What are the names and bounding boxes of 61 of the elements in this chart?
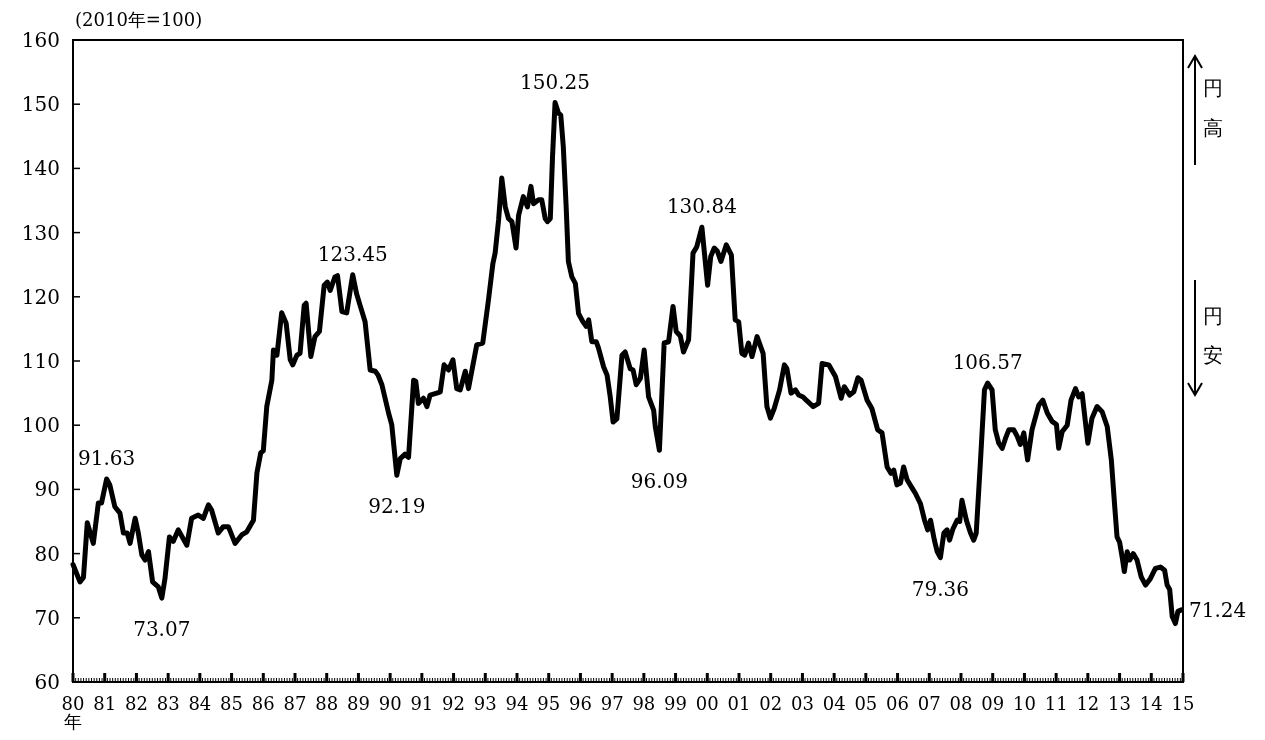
x-tick-label: 83: [156, 693, 180, 714]
x-tick-label: 14: [1139, 693, 1163, 714]
y-tick-label: 80: [34, 541, 60, 566]
x-tick-label: 11: [1044, 693, 1068, 714]
annotation: 130.84: [666, 194, 737, 219]
annotation: 91.63: [77, 445, 136, 470]
x-tick-label: 13: [1108, 693, 1132, 714]
y-tick-label: 70: [34, 605, 60, 630]
y-tick-label: 130: [21, 220, 60, 245]
x-tick-label: 88: [315, 693, 339, 714]
x-tick-label: 93: [473, 693, 497, 714]
x-tick-label: 95: [537, 693, 561, 714]
annotation: 73.07: [133, 617, 191, 642]
x-tick-label: 97: [600, 693, 624, 714]
annotation: 71.24: [1189, 597, 1247, 622]
text: 円高: [1201, 64, 1225, 138]
x-tick-label: 96: [568, 693, 592, 714]
x-tick-label: 85: [220, 693, 244, 714]
y-tick-label: 150: [21, 92, 60, 117]
x-tick-label: 15: [1171, 693, 1195, 714]
y-tick-label: 140: [21, 156, 60, 181]
x-tick-label: 86: [251, 693, 275, 714]
x-tick-label: 89: [346, 693, 370, 714]
x-tick-label: 90: [378, 693, 402, 714]
y-tick-label: 120: [21, 284, 60, 309]
x-tick-label: 03: [790, 693, 814, 714]
annotation: 123.45: [317, 241, 388, 266]
text: 円安: [1201, 292, 1225, 365]
x-tick-label: 10: [1012, 693, 1036, 714]
annotation: 92.19: [368, 494, 426, 519]
y-tick-label: 60: [34, 670, 60, 694]
x-tick-label: 92: [442, 693, 466, 714]
x-tick-label: 09: [981, 693, 1005, 714]
x-tick-label: 00: [695, 693, 719, 714]
x-tick-label: 12: [1076, 693, 1100, 714]
x-tick-label: 06: [886, 693, 910, 714]
x-tick-label: 01: [727, 693, 751, 714]
x-tick-label: 08: [949, 693, 973, 714]
x-tick-label: 80: [61, 693, 85, 714]
y-tick-label: 90: [34, 477, 60, 502]
x-tick-label: 05: [854, 693, 878, 714]
x-tick-label: 94: [505, 693, 529, 714]
y-tick-label: 160: [21, 28, 60, 52]
y-tick-label: 110: [21, 349, 60, 373]
annotation: 79.36: [911, 576, 970, 601]
x-tick-label: 91: [410, 693, 434, 714]
annotation: 96.09: [630, 469, 689, 494]
y-tick-label: 100: [21, 413, 60, 438]
x-tick-label: 84: [188, 693, 212, 714]
x-tick-label: 02: [759, 693, 783, 714]
y-axis-title: (2010年=100): [75, 9, 203, 30]
x-axis-title: 年: [64, 711, 82, 732]
x-tick-label: 82: [124, 693, 148, 714]
x-tick-label: 87: [283, 693, 307, 714]
x-tick-label: 07: [917, 693, 941, 714]
x-tick-label: 04: [822, 693, 846, 714]
x-tick-label: 99: [664, 693, 688, 714]
x-tick-label: 98: [632, 693, 656, 714]
annotation: 106.57: [952, 350, 1023, 375]
annotation: 150.25: [520, 69, 591, 94]
x-tick-label: 81: [93, 693, 117, 714]
